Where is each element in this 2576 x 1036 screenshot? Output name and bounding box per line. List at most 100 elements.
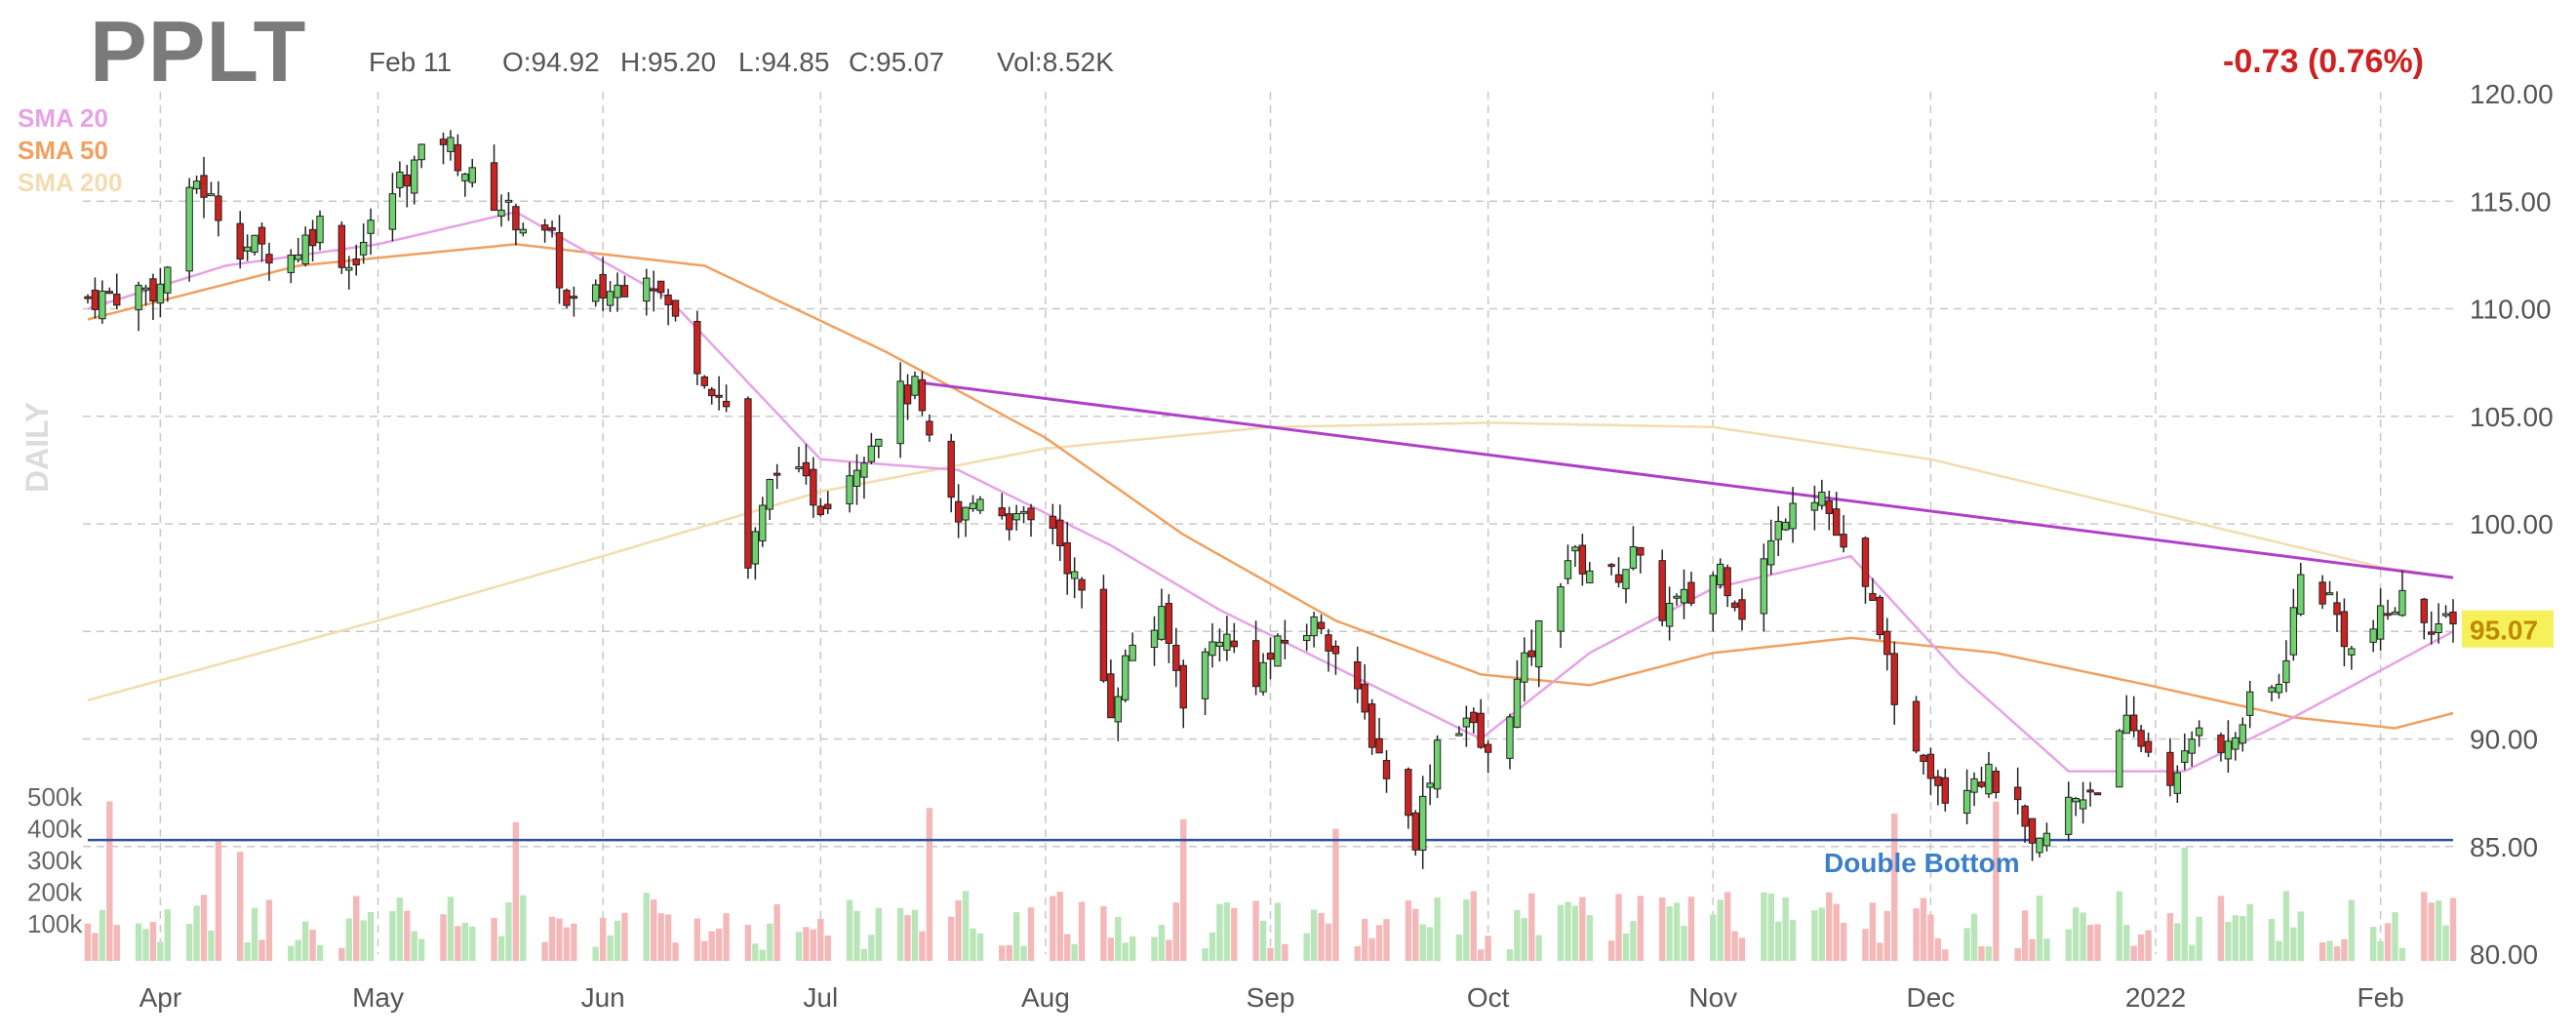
candle-body — [911, 376, 919, 396]
candle-body — [1810, 501, 1819, 511]
volume-bar — [185, 923, 193, 961]
candle-body — [810, 468, 817, 506]
candle-body — [295, 254, 302, 260]
candle-body — [1070, 571, 1079, 579]
candle-body — [2282, 659, 2290, 684]
candle-body — [1962, 789, 1971, 815]
volume-bar — [295, 939, 301, 961]
volume-bar — [1673, 902, 1681, 961]
candle-body — [1934, 776, 1942, 786]
volume-bar — [1535, 935, 1542, 961]
candle-body — [2348, 648, 2356, 656]
volume-bar — [875, 907, 883, 961]
volume-bar — [1166, 939, 1172, 961]
volume-bar — [2137, 934, 2145, 961]
volume-bar — [164, 909, 172, 961]
volume-bar — [1687, 897, 1695, 961]
candle-body — [265, 254, 273, 264]
candle-body — [1557, 586, 1565, 632]
candle-body — [1985, 763, 1993, 795]
candle-body — [664, 294, 672, 305]
candle-body — [2384, 613, 2392, 617]
volume-bar — [2276, 940, 2282, 961]
candle-body — [1129, 644, 1136, 661]
volume-bar — [773, 904, 780, 961]
volume-bar — [1064, 934, 1071, 961]
volume-bar — [113, 925, 120, 961]
volume-bar — [2014, 947, 2021, 961]
candle-body — [1251, 640, 1260, 688]
x-tick-label: Apr — [139, 982, 182, 1013]
volume-bar — [1383, 919, 1390, 961]
candle-body — [1209, 641, 1216, 657]
volume-bar — [1607, 940, 1615, 961]
candle-body — [417, 143, 425, 161]
volume-bar — [417, 938, 425, 961]
volume-bar — [1267, 947, 1274, 961]
volume-bar — [651, 899, 657, 961]
volume-bar — [1993, 801, 2000, 961]
volume-bar — [2384, 923, 2392, 961]
volume-bar — [1274, 902, 1282, 961]
quote-open: O:94.92 — [502, 47, 600, 77]
volume-bar — [1209, 932, 1216, 961]
candle-body — [824, 503, 832, 509]
candle-body — [1506, 716, 1514, 759]
volume-bar — [215, 841, 222, 961]
candle-body — [614, 284, 621, 299]
candle-body — [1586, 570, 1594, 583]
candle-body — [1709, 575, 1717, 615]
candle-body — [1354, 660, 1362, 690]
candle-body — [2217, 735, 2225, 753]
volume-bar — [497, 936, 505, 961]
y-tick-label: 80.00 — [2470, 939, 2538, 970]
candle-body — [1179, 664, 1187, 709]
candle-body — [2042, 832, 2051, 847]
x-tick-label: 2022 — [2125, 982, 2186, 1013]
x-tick-label: Dec — [1907, 982, 1956, 1013]
volume-bar — [1362, 918, 1368, 961]
candle-body — [2144, 740, 2153, 753]
candle-body — [722, 400, 731, 408]
quote-low: L:94.85 — [738, 47, 830, 77]
candle-body — [671, 299, 680, 317]
candle-body — [976, 498, 984, 511]
volume-bar — [1724, 892, 1731, 961]
volume-bar — [911, 909, 919, 961]
candle-body — [1724, 567, 1731, 597]
candle-body — [1012, 512, 1020, 521]
volume-bar — [1419, 924, 1426, 961]
candle-body — [998, 507, 1006, 517]
volume-bar — [2116, 891, 2123, 961]
volume-bar — [360, 920, 367, 961]
candle-body — [1367, 703, 1376, 748]
candle-body — [2195, 727, 2203, 737]
ticker-symbol: PPLT — [90, 3, 307, 100]
candle-body — [2137, 730, 2145, 747]
volume-bar — [1811, 910, 1818, 961]
volume-bar — [2043, 938, 2050, 961]
sma20-line — [87, 210, 2454, 773]
volume-bar — [440, 914, 447, 961]
candle-body — [802, 461, 811, 477]
volume-bar — [919, 931, 926, 961]
candle-body — [2340, 611, 2349, 648]
x-tick-label: Aug — [1021, 982, 1070, 1013]
candle-body — [1665, 602, 1674, 627]
candle-body — [548, 226, 556, 231]
candle-body — [1281, 639, 1289, 644]
candle-body — [1462, 717, 1471, 728]
volume-bar — [1978, 946, 1985, 961]
volume-bar — [1767, 893, 1774, 961]
candle-body — [650, 288, 657, 292]
volume-bar — [301, 921, 309, 961]
candle-body — [1883, 630, 1891, 656]
volume-bar — [1368, 937, 1375, 961]
candle-body — [388, 193, 397, 230]
volume-bar — [1107, 937, 1115, 961]
candle-body — [396, 171, 404, 188]
quote-date: Feb 11 — [369, 47, 453, 77]
candle-body — [1614, 574, 1623, 583]
volume-bar — [2377, 940, 2384, 961]
